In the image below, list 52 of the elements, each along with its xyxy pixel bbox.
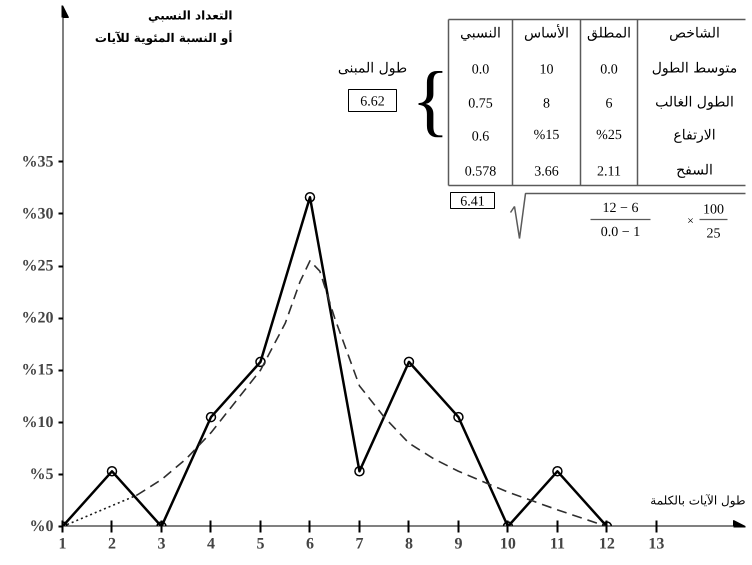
annotation: 6.62 — [360, 94, 385, 110]
annotation: { — [411, 56, 450, 144]
annotation: 0.0 — [600, 62, 618, 78]
x-tick-label: 13 — [648, 536, 664, 552]
annotation: × — [687, 214, 694, 228]
annotation: 100 — [703, 202, 724, 218]
x-tick-label: 10 — [500, 536, 516, 552]
annotation: الطول الغالب — [655, 94, 734, 110]
y-tick-label: %35 — [22, 153, 54, 170]
y-tick-label: %15 — [22, 362, 54, 379]
y-tick-label: %25 — [22, 258, 54, 274]
y-tick-label: %20 — [22, 310, 54, 327]
x-tick-label: 1 — [58, 536, 66, 552]
x-tick-label: 4 — [206, 536, 215, 552]
annotation: 0.75 — [468, 96, 493, 112]
annotation: 10 — [540, 62, 554, 78]
y-tick-label: %10 — [22, 414, 54, 431]
annotation: 3.66 — [534, 164, 559, 180]
x-tick-label: 6 — [306, 536, 314, 552]
annotation: 0.6 — [472, 130, 490, 144]
annotation: 0.0 − 1 — [600, 225, 640, 240]
y-tick-label: %30 — [22, 205, 54, 222]
annotation: 0.0 — [472, 62, 490, 78]
annotation: 0.578 — [464, 164, 496, 180]
annotation: 2.11 — [597, 164, 621, 180]
annotation: 25 — [706, 226, 720, 242]
y-tick-label: %0 — [30, 518, 54, 535]
annotation: المطلق — [586, 26, 632, 42]
annotation: السفح — [676, 162, 713, 178]
annotation: متوسط الطول — [652, 60, 738, 76]
x-tick-label: 2 — [108, 536, 116, 552]
annotation: الأساس — [524, 24, 569, 42]
annotation: 12 − 6 — [602, 201, 638, 216]
annotation: الشاخص — [669, 26, 720, 42]
x-tick-label: 7 — [355, 536, 364, 552]
y-tick-label: %5 — [30, 466, 54, 483]
annotation: الارتفاع — [673, 128, 716, 144]
x-tick-label: 8 — [404, 536, 413, 552]
annotation: %25 — [596, 128, 622, 143]
x-axis-title: طول الآيات بالكلمة — [650, 494, 746, 508]
annotation: 6.41 — [460, 194, 485, 210]
x-tick-label: 5 — [256, 536, 264, 552]
annotation: النسبي — [460, 26, 501, 42]
x-tick-label: 11 — [550, 536, 565, 552]
annotation: %15 — [534, 128, 560, 143]
annotation: 8 — [543, 96, 550, 112]
y-axis-title: التعداد النسبي أو النسبة المئوية للآيات — [94, 8, 233, 45]
annotation: طول المبنى — [338, 60, 408, 76]
annotation: 6 — [606, 96, 612, 112]
x-tick-label: 9 — [454, 536, 462, 552]
x-tick-label: 12 — [598, 536, 615, 552]
x-tick-label: 3 — [157, 536, 166, 552]
